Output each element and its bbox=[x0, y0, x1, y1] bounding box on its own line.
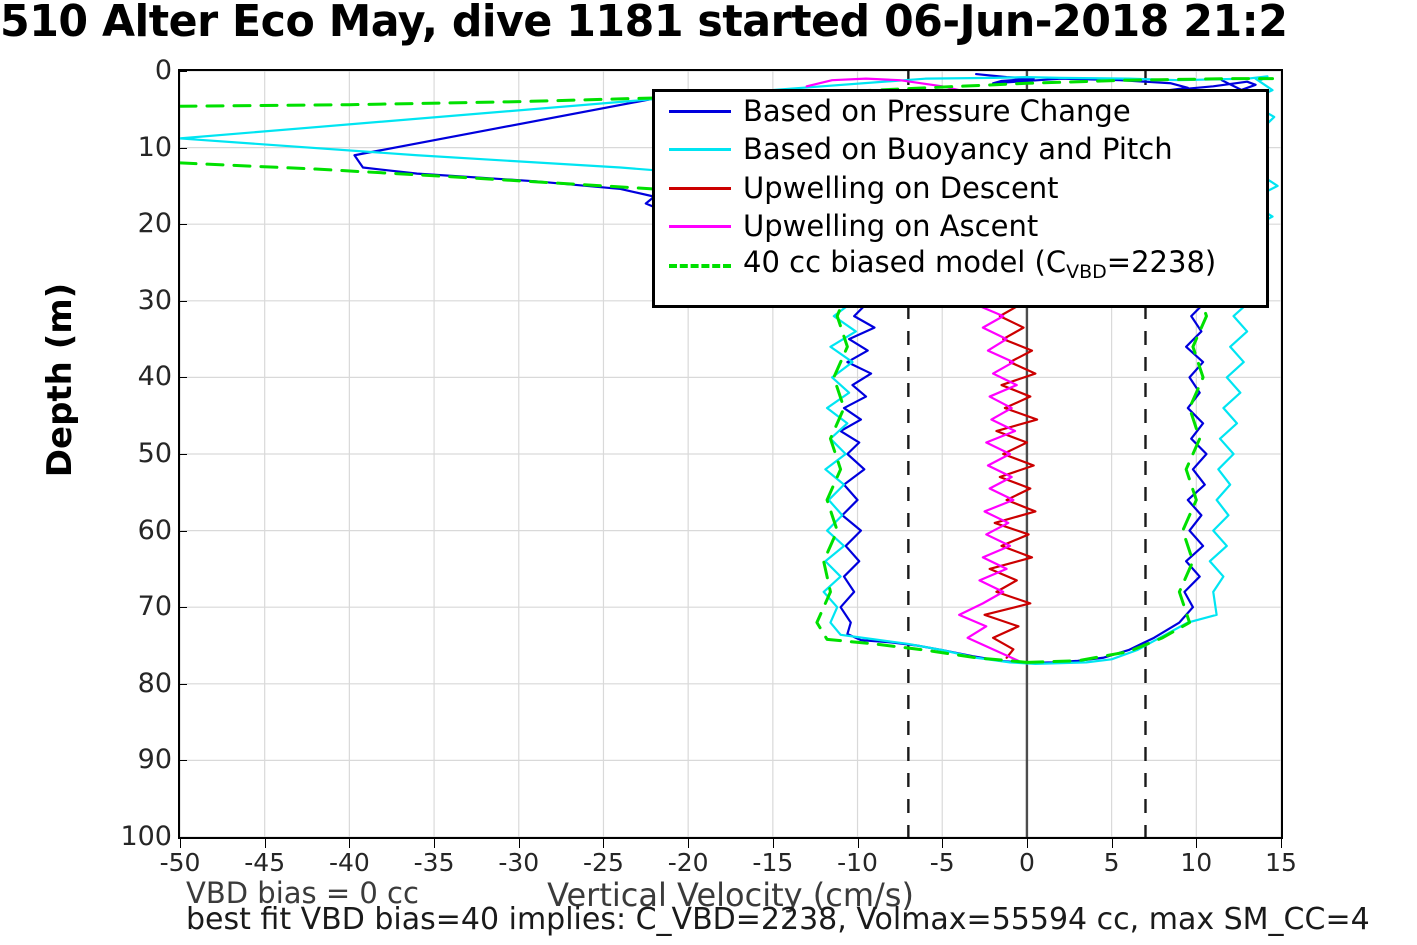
y-tick bbox=[178, 837, 187, 838]
y-tick-label: 50 bbox=[137, 438, 172, 469]
legend-item-label: Upwelling on Descent bbox=[743, 170, 1059, 205]
x-tick-label: -40 bbox=[328, 848, 370, 877]
x-tick bbox=[688, 839, 690, 848]
legend-item-label: Based on Buoyancy and Pitch bbox=[743, 132, 1173, 167]
x-tick-label: 0 bbox=[1018, 848, 1035, 877]
best-fit-annotation: best fit VBD bias=40 implies: C_VBD=2238… bbox=[186, 902, 1370, 937]
legend-line-icon bbox=[669, 177, 731, 199]
legend-box: Based on Pressure Change Based on Buoyanc… bbox=[652, 89, 1269, 308]
legend-line-icon bbox=[669, 139, 731, 161]
y-tick-label: 90 bbox=[137, 744, 172, 776]
legend-line-icon bbox=[669, 216, 731, 238]
y-tick bbox=[178, 454, 187, 455]
x-tick bbox=[1111, 839, 1113, 848]
figure-title: 510 Alter Eco May, dive 1181 started 06-… bbox=[0, 0, 1288, 47]
legend-item[interactable]: Based on Pressure Change bbox=[655, 92, 1266, 131]
legend-line-icon bbox=[669, 100, 731, 122]
y-tick-label: 10 bbox=[137, 131, 172, 163]
x-tick-label: -35 bbox=[413, 848, 455, 877]
x-tick-label: -15 bbox=[752, 848, 794, 877]
y-tick-label: 100 bbox=[120, 821, 172, 852]
x-tick-label: -30 bbox=[498, 848, 540, 877]
x-tick bbox=[603, 839, 605, 848]
x-tick bbox=[1026, 839, 1028, 848]
x-tick bbox=[518, 839, 520, 848]
y-tick bbox=[178, 530, 187, 532]
y-tick-label: 60 bbox=[137, 514, 172, 546]
x-tick-label: -45 bbox=[244, 848, 286, 877]
legend-item[interactable]: Based on Buoyancy and Pitch bbox=[655, 131, 1266, 170]
y-tick-label: 70 bbox=[137, 591, 172, 623]
y-tick bbox=[178, 683, 187, 685]
x-tick bbox=[772, 839, 774, 848]
x-tick bbox=[264, 839, 266, 848]
x-tick bbox=[1196, 839, 1198, 848]
legend-item-label: Based on Pressure Change bbox=[743, 93, 1131, 128]
x-tick bbox=[857, 839, 859, 848]
y-tick-label: 20 bbox=[137, 208, 172, 240]
x-axis-label: Vertical Velocity (cm/s) bbox=[547, 876, 914, 914]
legend-line-icon bbox=[669, 254, 731, 276]
x-tick-label: -25 bbox=[583, 848, 624, 877]
y-tick bbox=[178, 224, 187, 226]
y-tick-label: 30 bbox=[137, 284, 172, 316]
y-tick bbox=[178, 300, 187, 302]
legend-item-label: Upwelling on Ascent bbox=[743, 209, 1039, 244]
y-tick bbox=[178, 760, 187, 762]
y-tick-label: 40 bbox=[137, 361, 172, 393]
y-tick-label: 80 bbox=[137, 667, 172, 699]
x-tick-label: -20 bbox=[667, 848, 709, 877]
y-tick bbox=[178, 607, 187, 609]
y-tick bbox=[178, 71, 187, 72]
legend-item[interactable]: Upwelling on Descent bbox=[655, 169, 1266, 208]
x-tick bbox=[349, 839, 351, 848]
x-tick-label: -5 bbox=[929, 848, 955, 877]
y-tick-label: 0 bbox=[154, 55, 172, 86]
vbd-bias-annotation: VBD bias = 0 cc bbox=[186, 876, 419, 910]
x-tick bbox=[180, 839, 181, 848]
legend-item[interactable]: 40 cc biased model (CVBD=2238) bbox=[655, 246, 1266, 285]
x-tick-label: 5 bbox=[1103, 848, 1120, 877]
x-tick-label: 15 bbox=[1265, 848, 1297, 877]
x-tick bbox=[434, 839, 436, 848]
legend-item-label: 40 cc biased model (CVBD=2238) bbox=[743, 245, 1217, 284]
x-tick-label: -10 bbox=[837, 848, 878, 877]
x-tick bbox=[1281, 839, 1282, 848]
y-tick bbox=[178, 377, 187, 379]
legend-item[interactable]: Upwelling on Ascent bbox=[655, 208, 1266, 247]
x-tick-label: 10 bbox=[1180, 848, 1213, 877]
x-tick bbox=[942, 839, 944, 848]
x-tick-label: -50 bbox=[159, 848, 201, 877]
y-tick bbox=[178, 147, 187, 149]
